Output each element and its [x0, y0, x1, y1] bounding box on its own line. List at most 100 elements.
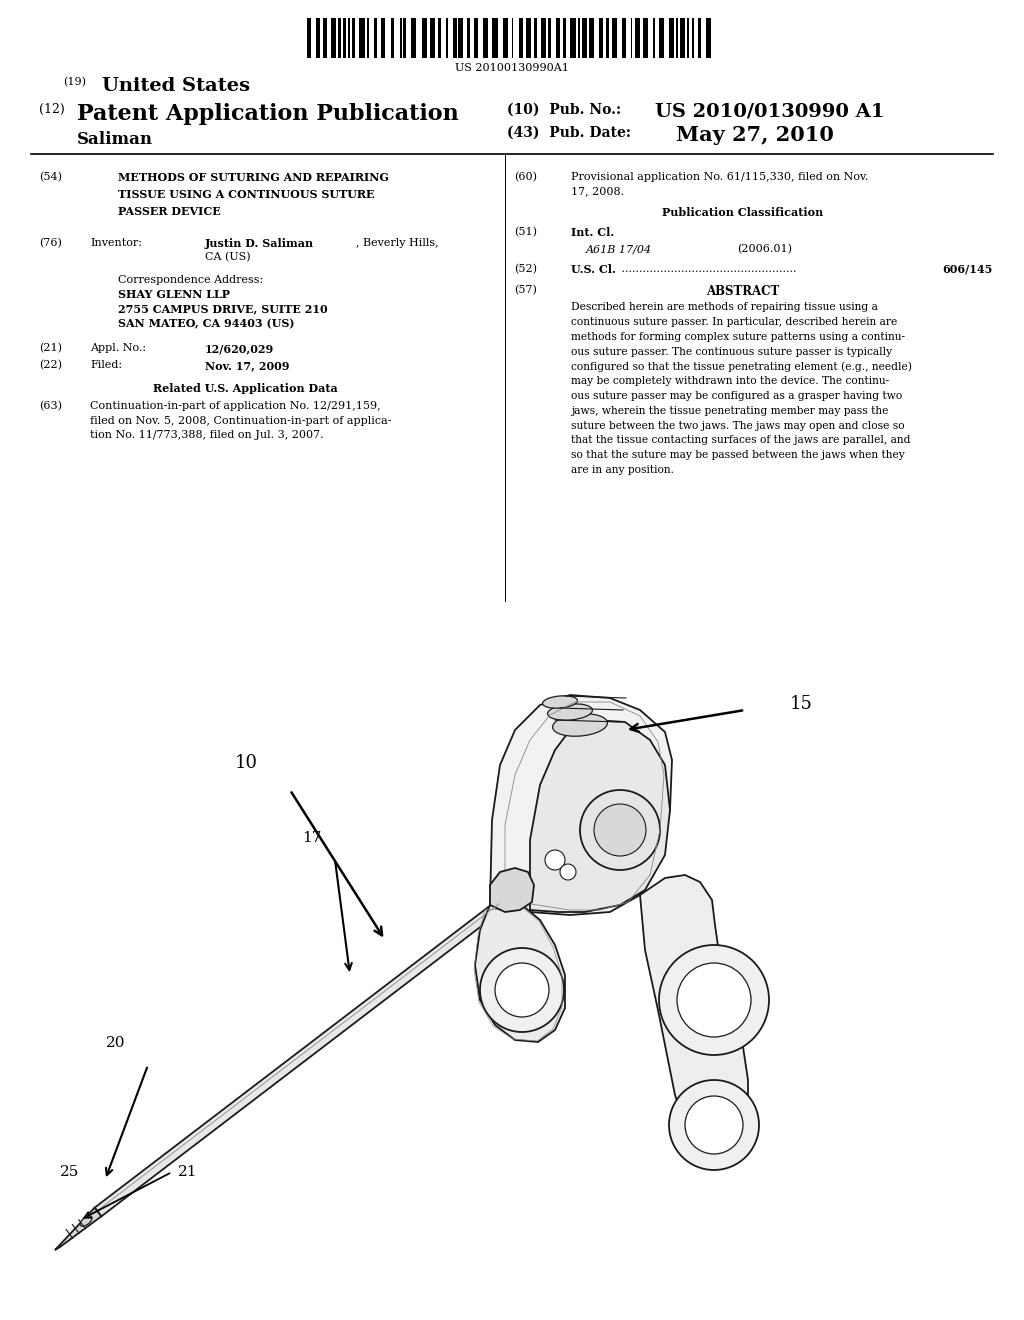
Text: 17, 2008.: 17, 2008.	[571, 186, 625, 197]
Bar	[316, 18, 321, 58]
Bar	[403, 18, 407, 58]
Bar	[381, 18, 385, 58]
Bar	[541, 18, 547, 58]
Text: Correspondence Address:: Correspondence Address:	[118, 275, 263, 285]
Bar	[343, 18, 346, 58]
Text: ous suture passer. The continuous suture passer is typically: ous suture passer. The continuous suture…	[571, 347, 893, 356]
Text: Appl. No.:: Appl. No.:	[90, 343, 146, 354]
Text: ous suture passer may be configured as a grasper having two: ous suture passer may be configured as a…	[571, 391, 902, 401]
Text: filed on Nov. 5, 2008, Continuation-in-part of applica-: filed on Nov. 5, 2008, Continuation-in-p…	[90, 416, 391, 426]
Circle shape	[677, 964, 751, 1038]
Text: 2755 CAMPUS DRIVE, SUITE 210: 2755 CAMPUS DRIVE, SUITE 210	[118, 304, 328, 314]
Text: Nov. 17, 2009: Nov. 17, 2009	[205, 360, 290, 371]
Text: 12/620,029: 12/620,029	[205, 343, 274, 354]
Circle shape	[685, 1096, 743, 1154]
Text: methods for forming complex suture patterns using a continu-: methods for forming complex suture patte…	[571, 331, 905, 342]
Text: SHAY GLENN LLP: SHAY GLENN LLP	[118, 289, 229, 300]
Text: ..................................................: ........................................…	[618, 264, 797, 275]
Bar	[570, 18, 575, 58]
Text: 25: 25	[60, 1166, 80, 1179]
Text: Patent Application Publication: Patent Application Publication	[77, 103, 459, 125]
Text: (19): (19)	[63, 77, 86, 87]
Circle shape	[580, 789, 660, 870]
Bar	[612, 18, 616, 58]
Text: (51): (51)	[514, 227, 537, 238]
Text: Provisional application No. 61/115,330, filed on Nov.: Provisional application No. 61/115,330, …	[571, 172, 868, 182]
Text: (57): (57)	[514, 285, 537, 296]
Polygon shape	[475, 906, 565, 1041]
Bar	[526, 18, 530, 58]
Text: continuous suture passer. In particular, described herein are: continuous suture passer. In particular,…	[571, 317, 898, 327]
Text: (60): (60)	[514, 172, 537, 182]
Text: US 2010/0130990 A1: US 2010/0130990 A1	[655, 103, 885, 121]
Bar	[390, 18, 394, 58]
Text: jaws, wherein the tissue penetrating member may pass the: jaws, wherein the tissue penetrating mem…	[571, 405, 889, 416]
Ellipse shape	[548, 704, 593, 721]
Text: Continuation-in-part of application No. 12/291,159,: Continuation-in-part of application No. …	[90, 401, 381, 412]
Text: Publication Classification: Publication Classification	[662, 207, 823, 218]
Text: TISSUE USING A CONTINUOUS SUTURE: TISSUE USING A CONTINUOUS SUTURE	[118, 189, 374, 199]
Bar	[635, 18, 640, 58]
Bar	[677, 18, 678, 58]
Bar	[622, 18, 626, 58]
Text: US 20100130990A1: US 20100130990A1	[455, 63, 569, 74]
Text: PASSER DEVICE: PASSER DEVICE	[118, 206, 220, 216]
Circle shape	[560, 865, 575, 880]
Bar	[399, 18, 401, 58]
Text: SAN MATEO, CA 94403 (US): SAN MATEO, CA 94403 (US)	[118, 318, 294, 329]
Text: METHODS OF SUTURING AND REPAIRING: METHODS OF SUTURING AND REPAIRING	[118, 172, 389, 182]
Bar	[323, 18, 328, 58]
Polygon shape	[94, 900, 504, 1216]
Text: (2006.01): (2006.01)	[737, 244, 793, 255]
Bar	[519, 18, 523, 58]
Text: , Beverly Hills,: , Beverly Hills,	[356, 238, 439, 248]
Bar	[563, 18, 565, 58]
Bar	[493, 18, 498, 58]
Bar	[446, 18, 449, 58]
Bar	[367, 18, 369, 58]
Bar	[453, 18, 457, 58]
Bar	[659, 18, 664, 58]
Bar	[359, 18, 365, 58]
Text: configured so that the tissue penetrating element (e.g., needle): configured so that the tissue penetratin…	[571, 362, 912, 372]
Text: may be completely withdrawn into the device. The continu-: may be completely withdrawn into the dev…	[571, 376, 890, 387]
Bar	[352, 18, 355, 58]
Text: 606/145: 606/145	[942, 264, 992, 275]
Text: (54): (54)	[39, 172, 61, 182]
Bar	[590, 18, 594, 58]
Bar	[535, 18, 538, 58]
Text: (76): (76)	[39, 238, 61, 248]
Bar	[669, 18, 674, 58]
Circle shape	[659, 945, 769, 1055]
Text: that the tissue contacting surfaces of the jaws are parallel, and: that the tissue contacting surfaces of t…	[571, 436, 911, 445]
Text: Int. Cl.: Int. Cl.	[571, 227, 614, 238]
Bar	[556, 18, 560, 58]
Bar	[474, 18, 477, 58]
Text: Related U.S. Application Data: Related U.S. Application Data	[154, 383, 338, 393]
Bar	[686, 18, 689, 58]
Ellipse shape	[80, 1216, 92, 1226]
Text: (10)  Pub. No.:: (10) Pub. No.:	[507, 103, 621, 117]
Bar	[579, 18, 581, 58]
Circle shape	[545, 850, 565, 870]
Text: are in any position.: are in any position.	[571, 465, 675, 475]
Bar	[374, 18, 377, 58]
Text: 20: 20	[105, 1036, 125, 1049]
Bar	[706, 18, 712, 58]
Text: May 27, 2010: May 27, 2010	[676, 125, 834, 145]
Bar	[338, 18, 341, 58]
Bar	[411, 18, 416, 58]
Text: A61B 17/04: A61B 17/04	[586, 244, 652, 255]
Circle shape	[594, 804, 646, 855]
Text: 15: 15	[790, 696, 813, 713]
Text: ABSTRACT: ABSTRACT	[706, 285, 779, 298]
Text: (22): (22)	[39, 360, 61, 371]
Bar	[631, 18, 633, 58]
Bar	[422, 18, 427, 58]
Bar	[582, 18, 587, 58]
Bar	[459, 18, 463, 58]
Text: so that the suture may be passed between the jaws when they: so that the suture may be passed between…	[571, 450, 905, 461]
Bar	[643, 18, 648, 58]
Text: Inventor:: Inventor:	[90, 238, 142, 248]
Bar	[692, 18, 694, 58]
